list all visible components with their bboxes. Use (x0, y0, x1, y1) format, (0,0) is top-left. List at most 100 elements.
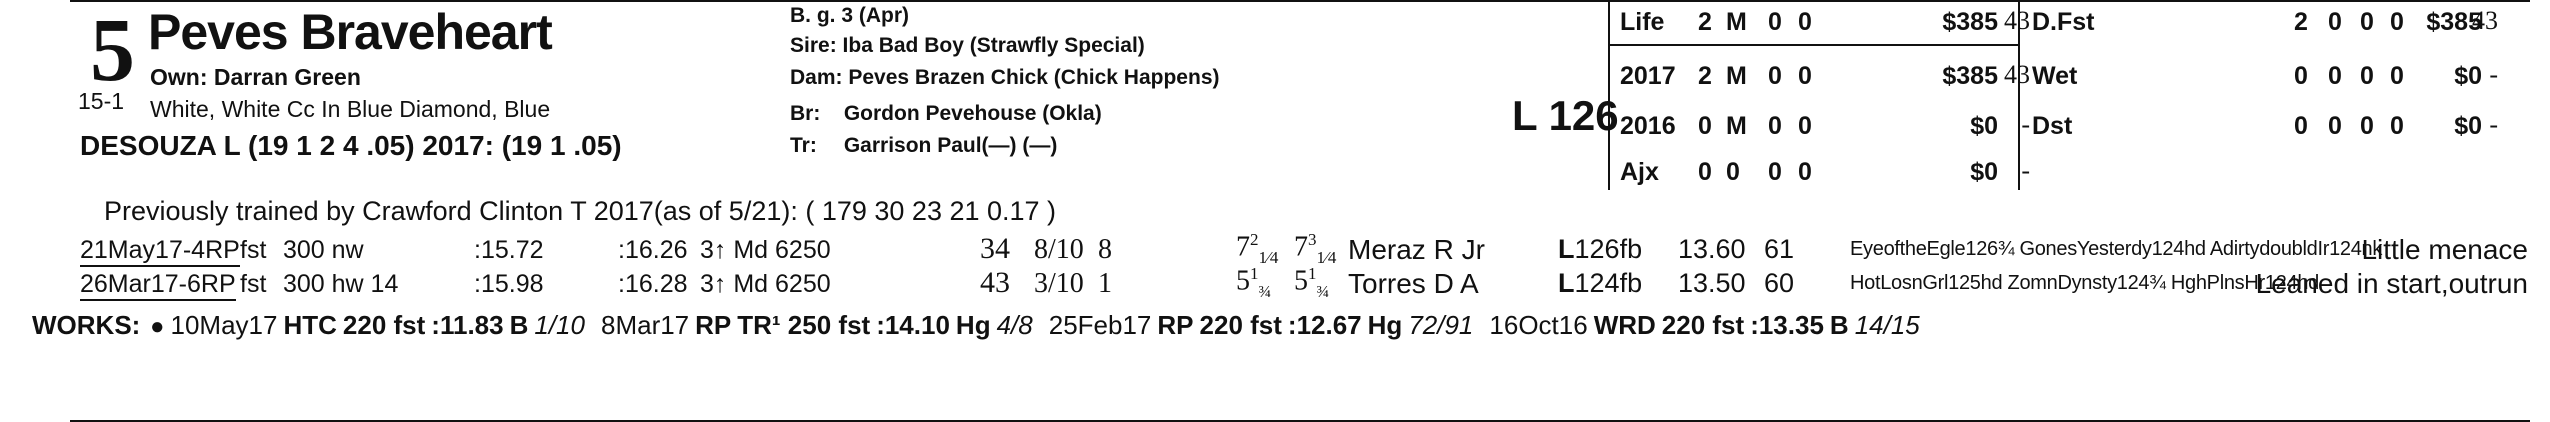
stat-earnings: $0 (1970, 158, 1998, 186)
race-company-line: EyeoftheEgle126¾ GonesYesterdy124hd Adir… (1850, 238, 2383, 260)
horse-name: Peves Braveheart (148, 4, 553, 60)
work-item: 25Feb17 RP 220 fst:12.67 Hg 72/91 (1049, 310, 1474, 341)
stat-places: 0 (2360, 8, 2374, 36)
stat-wins: M (1726, 112, 1747, 140)
top-rule (70, 0, 2530, 2)
race-date: 21May17-4RP (80, 236, 240, 267)
owner: Own: Darran Green (150, 64, 361, 90)
race-stretch-call: 721⁄4 (1236, 230, 1278, 267)
stat-starts: 0 (2294, 62, 2308, 90)
race-post-position: 3/10 (1034, 268, 1084, 299)
stats-divider (2018, 0, 2020, 190)
stat-label: Wet (2032, 62, 2078, 90)
stretch-pos: 7 (1236, 231, 1250, 263)
sire-label: Sire: (790, 34, 837, 57)
stat-wins: 0 (2328, 112, 2342, 140)
work-track: HTC (283, 310, 337, 340)
stat-label: Ajx (1620, 158, 1659, 186)
silks: White, White Cc In Blue Diamond, Blue (150, 96, 551, 122)
work-grade: B (509, 310, 529, 340)
stat-label: Life (1620, 8, 1665, 36)
previous-trainer: Previously trained by Crawford Clinton T… (104, 196, 1057, 226)
race-distance: 300 nw (283, 236, 364, 264)
race-distance: 300 hw 14 (283, 270, 399, 298)
race-company-line: HotLosnGrl125hd ZomnDynsty124¾ HghPlnsHr… (1850, 272, 2319, 294)
race-odds: 13.50 (1678, 268, 1746, 298)
work-distance: 220 fst (1199, 310, 1282, 340)
race-jockey: Meraz R Jr (1348, 234, 1485, 265)
dam: Peves Brazen Chick (Chick Happens) (848, 66, 1220, 89)
stat-shows: 0 (1798, 112, 1812, 140)
stat-figure: - (2489, 60, 2498, 89)
race-figure: 60 (1764, 268, 1795, 298)
stat-figure: - (2021, 156, 2030, 185)
stat-figure: 43 (2472, 6, 2498, 35)
finish-pos: 7 (1294, 231, 1308, 263)
race-date: 26Mar17-6RP (80, 270, 236, 301)
stat-places: 0 (1768, 8, 1782, 36)
race-fraction-2: :16.28 (618, 270, 688, 298)
race-figure: 61 (1764, 234, 1795, 264)
lasix-flag: L (1558, 234, 1575, 264)
stat-places: 0 (1768, 62, 1782, 90)
stretch-pos: 5 (1236, 265, 1250, 297)
stat-earnings: $0 (1970, 112, 1998, 140)
race-track-condition: fst (240, 236, 267, 264)
work-track: WRD (1593, 310, 1656, 340)
stat-wins: M (1726, 62, 1747, 90)
work-time: :12.67 (1287, 310, 1362, 340)
work-time: :11.83 (431, 310, 504, 340)
stat-shows: 0 (1798, 62, 1812, 90)
work-distance: 220 fst (1661, 310, 1745, 340)
work-date: 10May17 (170, 310, 278, 340)
work-time: :14.10 (876, 310, 950, 340)
work-rank: 72/91 (1408, 310, 1474, 340)
stat-earnings: $0 (2454, 62, 2482, 90)
stat-shows: 0 (2390, 62, 2404, 90)
stat-wins: 0 (2328, 62, 2342, 90)
stat-shows: 0 (1798, 158, 1812, 186)
stat-label: 2016 (1620, 112, 1676, 140)
stat-earnings: $385 (1942, 62, 1998, 90)
stat-wins: 0 (2328, 8, 2342, 36)
stat-wins: M (1726, 8, 1747, 36)
stat-starts: 0 (1698, 112, 1712, 140)
sire: Iba Bad Boy (Strawfly Special) (842, 34, 1145, 57)
race-comment: Leaned in start,outrun (2255, 268, 2528, 299)
works-label: WORKS: (32, 310, 141, 340)
work-date: 25Feb17 (1048, 310, 1152, 340)
work-grade: B (1829, 310, 1849, 340)
stat-shows: 0 (2390, 8, 2404, 36)
race-fraction-1: :15.72 (474, 236, 544, 264)
race-post-position: 8/10 (1034, 234, 1084, 265)
works-list: ● 10May17 HTC 220 fst:11.83 B 1/10 8Mar17 RP TR¹… (150, 310, 1920, 341)
weight-carried: 126 (1574, 234, 1620, 264)
stat-starts: 0 (1698, 158, 1712, 186)
weight-carried: 124 (1574, 268, 1620, 298)
stretch-fraction: ¾ (1258, 282, 1272, 302)
race-comment: Little menace (2361, 234, 2528, 265)
work-rank: 4/8 (996, 310, 1033, 340)
work-grade: Hg (955, 310, 991, 340)
work-rank: 1/10 (534, 310, 585, 340)
race-class: 3↑ Md 6250 (700, 236, 831, 264)
dam-label: Dam: (790, 66, 843, 89)
race-finish-call: 51¾ (1294, 264, 1329, 301)
race-start-position: 1 (1098, 268, 1112, 299)
race-stretch-call: 51¾ (1236, 264, 1271, 301)
work-date: 8Mar17 (600, 310, 690, 340)
work-grade: Hg (1367, 310, 1403, 340)
finish-fraction: ¾ (1316, 282, 1330, 302)
stats-life-rule (1608, 44, 2020, 46)
stat-figure: 43 (2004, 6, 2030, 35)
work-item: ● 10May17 HTC 220 fst:11.83 B 1/10 (150, 310, 585, 341)
stretch-lengths: 2 (1250, 230, 1259, 249)
stat-places: 0 (2360, 62, 2374, 90)
finish-lengths: 3 (1308, 230, 1317, 249)
bullet-icon: ● (150, 313, 165, 340)
trainer: Garrison Paul(—) (—) (843, 134, 1058, 157)
work-track: RP (1157, 310, 1194, 340)
stat-figure: - (2489, 110, 2498, 139)
stat-label: Dst (2032, 112, 2073, 140)
